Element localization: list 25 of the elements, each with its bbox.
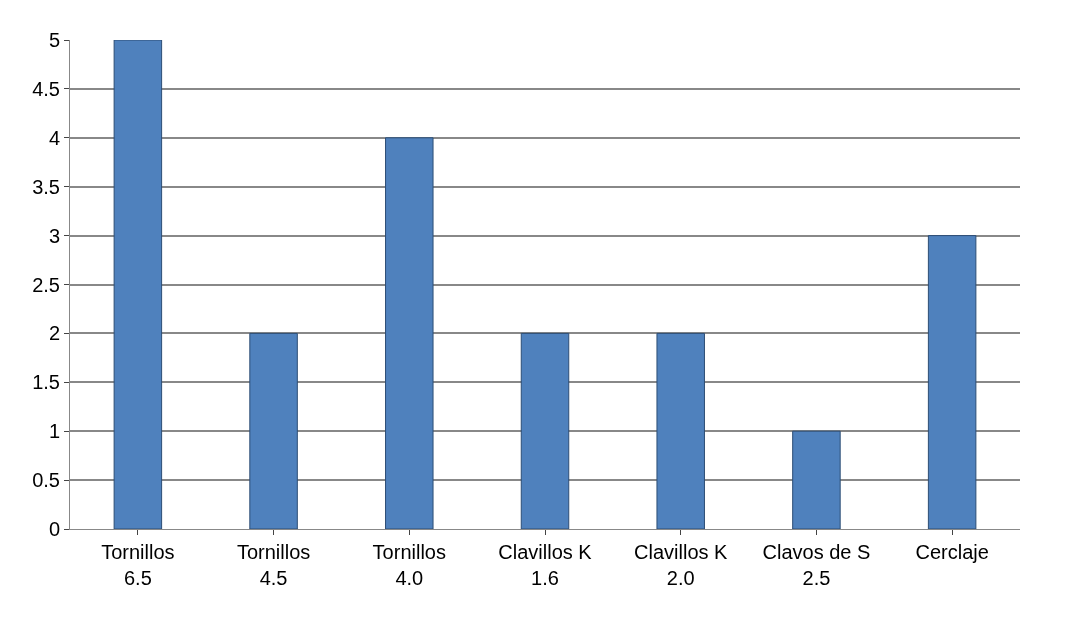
x-tick-label: Tornillos 6.5 xyxy=(101,541,175,589)
bar xyxy=(385,137,434,529)
y-tick-label: 3 xyxy=(48,224,60,247)
x-tick-label: Clavillos K 1.6 xyxy=(498,541,593,589)
bar xyxy=(927,235,977,529)
y-tick-label: 0 xyxy=(48,518,60,540)
y-tick-label: 5 xyxy=(48,29,60,51)
y-tick-label: 3.5 xyxy=(32,175,60,198)
x-tick-label: Clavillos K 2.0 xyxy=(634,541,729,589)
bar xyxy=(520,332,570,529)
y-tick-label: 2 xyxy=(48,322,60,345)
x-tick-label: Cerclaje xyxy=(915,541,989,563)
x-tick-label: Tornillos 4.0 xyxy=(372,541,446,589)
y-tick-label: 1.5 xyxy=(32,371,60,394)
bar xyxy=(656,332,705,529)
bar xyxy=(113,40,163,529)
y-tick-label: 0.5 xyxy=(32,469,60,492)
bar xyxy=(249,332,298,529)
x-tick-label: Clavos de S 2.5 xyxy=(762,541,871,589)
bar xyxy=(792,430,841,529)
y-tick-label: 4 xyxy=(48,126,60,149)
y-tick-label: 4.5 xyxy=(32,77,60,100)
y-tick-label: 1 xyxy=(48,420,60,443)
y-tick-label: 2.5 xyxy=(32,273,60,296)
x-tick-label: Tornillos 4.5 xyxy=(236,541,311,589)
